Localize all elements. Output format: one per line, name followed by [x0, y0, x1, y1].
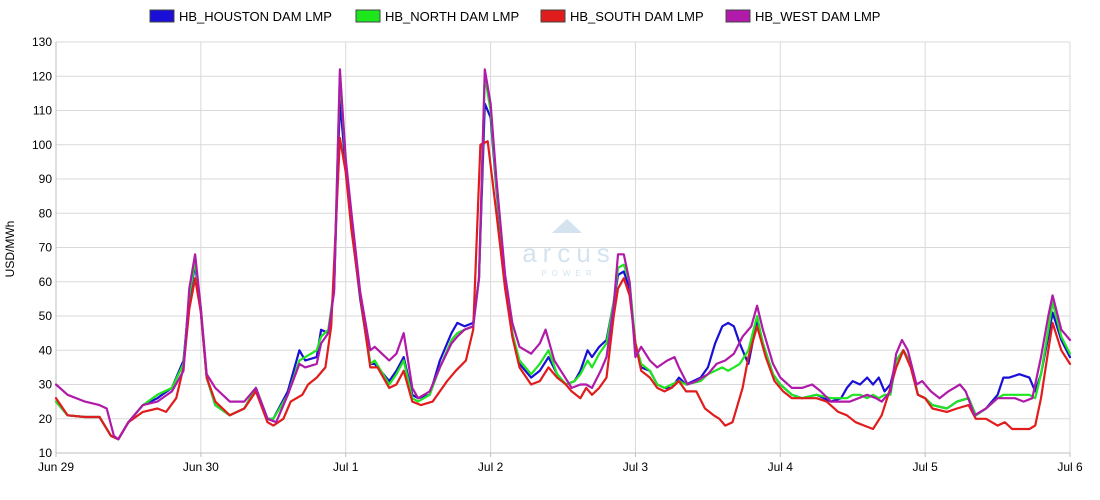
y-tick-label: 50 — [39, 309, 53, 323]
series-line-3 — [54, 68, 1072, 441]
y-axis-title: USD/MWh — [3, 221, 17, 278]
x-tick-label: Jul 6 — [1057, 460, 1083, 474]
x-tick-label: Jun 30 — [183, 460, 219, 474]
watermark-text: arcus — [522, 238, 616, 268]
legend-label: HB_NORTH DAM LMP — [385, 9, 519, 24]
y-tick-label: 100 — [32, 138, 52, 152]
legend-swatch — [725, 9, 751, 23]
arcus-watermark: arcus POWER — [522, 219, 616, 278]
x-tick-label: Jun 29 — [38, 460, 74, 474]
y-tick-label: 40 — [39, 343, 53, 357]
y-tick-label: 120 — [32, 69, 52, 83]
y-tick-label: 70 — [39, 241, 53, 255]
legend: HB_HOUSTON DAM LMP HB_NORTH DAM LMP HB_SOU… — [149, 9, 880, 24]
y-tick-label: 110 — [33, 104, 52, 118]
legend-label: HB_HOUSTON DAM LMP — [179, 9, 332, 24]
legend-label: HB_SOUTH DAM LMP — [570, 9, 704, 24]
arcus-logo-triangle-icon — [552, 219, 582, 233]
legend-swatch — [355, 9, 381, 23]
legend-swatch — [149, 9, 175, 23]
x-axis: Jun 29 Jun 30 Jul 1 Jul 2 Jul 3 Jul 4 Jul 5 Jul… — [38, 453, 1083, 474]
legend-item[interactable]: HB_NORTH DAM LMP — [355, 9, 519, 24]
y-axis: 10 20 30 40 50 60 70 80 90 100 110 120 130 — [32, 35, 52, 460]
y-tick-label: 130 — [32, 35, 52, 49]
x-tick-label: Jul 4 — [768, 460, 794, 474]
legend-item[interactable]: HB_SOUTH DAM LMP — [540, 9, 704, 24]
y-tick-label: 60 — [39, 275, 53, 289]
legend-item[interactable]: HB_WEST DAM LMP — [725, 9, 880, 24]
x-tick-label: Jul 3 — [623, 460, 649, 474]
y-tick-label: 80 — [39, 206, 53, 220]
series-lines — [54, 68, 1072, 441]
watermark-subtext: POWER — [541, 269, 596, 278]
series-line-2 — [54, 136, 1072, 441]
x-tick-label: Jul 5 — [912, 460, 938, 474]
legend-item[interactable]: HB_HOUSTON DAM LMP — [149, 9, 332, 24]
y-tick-label: 90 — [39, 172, 53, 186]
y-tick-label: 20 — [39, 412, 53, 426]
x-tick-label: Jul 2 — [478, 460, 504, 474]
legend-label: HB_WEST DAM LMP — [755, 9, 880, 24]
y-tick-label: 10 — [39, 446, 53, 460]
x-tick-label: Jul 1 — [333, 460, 359, 474]
y-tick-label: 30 — [39, 378, 53, 392]
legend-swatch — [540, 9, 566, 23]
